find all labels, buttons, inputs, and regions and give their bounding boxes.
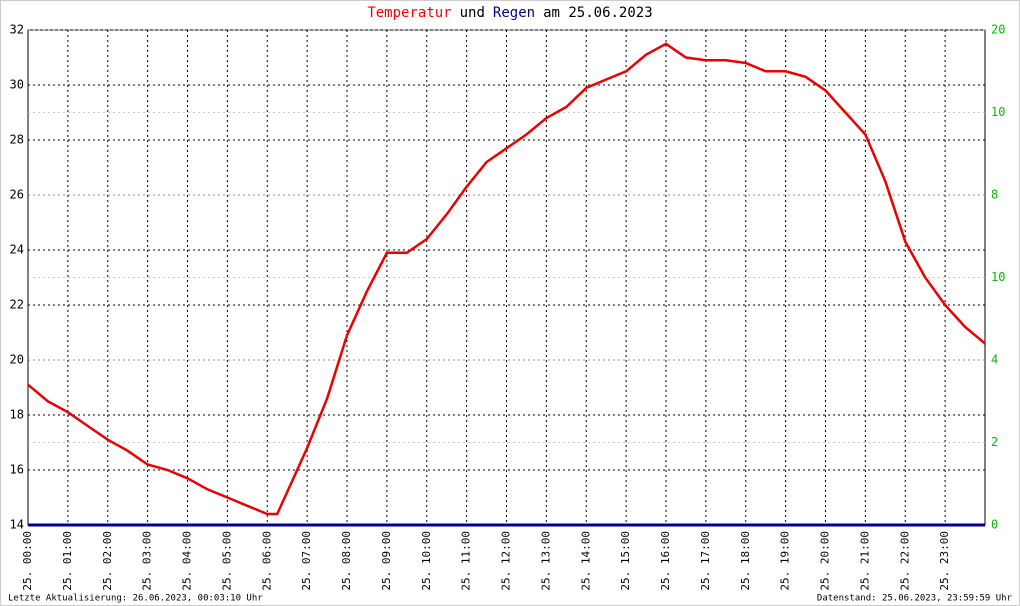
x-tick-label: 25. 17:00: [699, 531, 712, 591]
x-tick-label: 25. 05:00: [220, 531, 233, 591]
y-tick-label: 30: [10, 78, 24, 92]
y2-tick-label: 20: [991, 23, 1005, 37]
x-tick-label: 25. 06:00: [260, 531, 273, 591]
x-tick-label: 25. 22:00: [898, 531, 911, 591]
footer-left: Letzte Aktualisierung: 26.06.2023, 00:03…: [8, 594, 263, 604]
x-tick-label: 25. 21:00: [858, 531, 871, 591]
y-tick-label: 20: [10, 353, 24, 367]
x-tick-label: 25. 08:00: [340, 531, 353, 591]
y2-tick-label: 4: [991, 353, 998, 367]
chart-title: Temperatur und Regen am 25.06.2023: [367, 5, 652, 21]
title-part: und: [460, 5, 485, 21]
x-tick-label: 25. 13:00: [539, 531, 552, 591]
x-tick-label: 25. 09:00: [380, 531, 393, 591]
y2-tick-label: 0: [991, 518, 998, 532]
data-line: [27, 42, 986, 516]
x-tick-label: 25. 14:00: [579, 531, 592, 591]
title-part: Temperatur: [367, 5, 451, 21]
x-tick-label: 25. 12:00: [500, 531, 513, 591]
x-tick-label: 25. 07:00: [300, 531, 313, 591]
y-tick-label: 18: [10, 408, 24, 422]
x-tick-label: 25. 02:00: [101, 531, 114, 591]
x-tick-label: 25. 18:00: [739, 531, 752, 591]
y2-tick-label: 2: [991, 435, 998, 449]
footer-right: Datenstand: 25.06.2023, 23:59:59 Uhr: [817, 594, 1013, 604]
x-tick-label: 25. 03:00: [141, 531, 154, 591]
x-tick-label: 25. 04:00: [181, 531, 194, 591]
y2-tick-label: 10: [991, 270, 1005, 284]
x-tick-label: 25. 00:00: [21, 531, 34, 591]
y2-tick-label: 10: [991, 105, 1005, 119]
x-tick-label: 25. 01:00: [61, 531, 74, 591]
x-tick-label: 25. 10:00: [420, 531, 433, 591]
x-tick-label: 25. 19:00: [779, 531, 792, 591]
x-tick-label: 25. 16:00: [659, 531, 672, 591]
y-tick-label: 28: [10, 133, 24, 147]
y-tick-label: 26: [10, 188, 24, 202]
title-part: am 25.06.2023: [543, 5, 653, 21]
x-tick-label: 25. 15:00: [619, 531, 632, 591]
title-part: Regen: [493, 5, 535, 21]
y-tick-label: 24: [10, 243, 24, 257]
y2-tick-label: 8: [991, 188, 998, 202]
x-tick-label: 25. 23:00: [938, 531, 951, 591]
x-tick-label: 25. 11:00: [460, 531, 473, 591]
y-tick-label: 16: [10, 463, 24, 477]
y-tick-label: 32: [10, 23, 24, 37]
x-tick-label: 25. 20:00: [819, 531, 832, 591]
y-tick-label: 14: [10, 518, 24, 532]
y-tick-label: 22: [10, 298, 24, 312]
